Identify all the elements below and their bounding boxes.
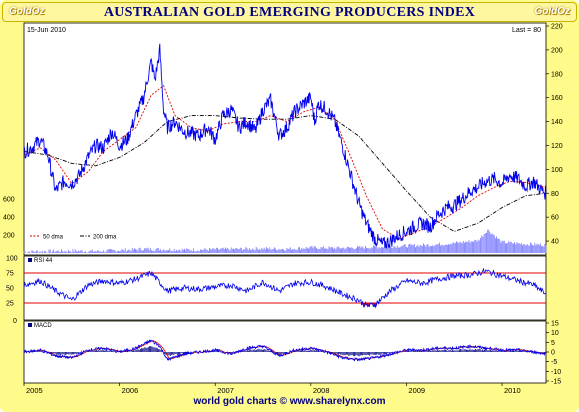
macd-panel (23, 320, 547, 384)
chart-title: AUSTRALIAN GOLD EMERGING PRODUCERS INDEX (103, 5, 476, 20)
x-tick-label: 2009 (408, 386, 425, 395)
macd-y-tick-label: 10 (551, 330, 559, 337)
date-label: 15-Jun 2010 (27, 27, 66, 34)
goldoz-logo-left: GoldOz (9, 6, 45, 17)
rsi-label-marker (28, 258, 32, 262)
price-y-tick-label: 40 (551, 239, 559, 246)
price-y-tick-label: 160 (551, 95, 563, 102)
volume-y-tick-label: 600 (3, 197, 15, 204)
price-y-tick-label: 200 (551, 47, 563, 54)
macd-line (23, 339, 547, 362)
dma50-line (23, 84, 547, 240)
volume-y-tick-label: 200 (3, 233, 15, 240)
macd-y-tick-label: -10 (551, 369, 561, 376)
price-panel (23, 22, 547, 256)
macd-label-marker (28, 323, 32, 327)
macd-y-tick-label: -15 (551, 379, 561, 386)
macd-y-tick-label: 15 (551, 321, 559, 328)
macd-y-tick-label: 0 (551, 350, 555, 357)
price-y-tick-label: 140 (551, 119, 563, 126)
price-line (23, 43, 547, 249)
x-tick-label: 2008 (313, 386, 330, 395)
rsi-y-tick-label: 50 (6, 286, 14, 293)
x-tick-label: 2006 (122, 386, 139, 395)
goldoz-logo-right: GoldOz (534, 6, 570, 17)
macd-lines (23, 339, 547, 362)
volume-y-tick-label: 400 (3, 215, 15, 222)
price-y-tick-label: 80 (551, 191, 559, 198)
rsi-line (23, 267, 547, 309)
price-y-tick-label: 60 (551, 215, 559, 222)
macd-y-tick-label: 5 (551, 340, 555, 347)
last-label: Last = 80 (512, 27, 541, 34)
x-tick-label: 2005 (26, 386, 43, 395)
legend-200dma-label: 200 dma (93, 235, 117, 241)
price-y-tick-label: 220 (551, 24, 563, 31)
title-bar: GoldOz AUSTRALIAN GOLD EMERGING PRODUCER… (2, 2, 577, 22)
rsi-y-tick-zero: 0 (13, 318, 17, 325)
macd-label: MACD (34, 323, 52, 329)
rsi-lines (23, 267, 547, 309)
price-lines (23, 43, 547, 249)
rsi-panel (23, 255, 547, 321)
dma200-line (23, 115, 547, 232)
legend-50dma-label: 50 dma (43, 235, 64, 241)
grid (23, 25, 549, 386)
axis-labels: 4060801001201401601802002202004006002005… (3, 24, 563, 396)
macd-y-tick-label: -5 (551, 359, 557, 366)
rsi-y-tick-label: 25 (6, 301, 14, 308)
legend: 50 dma 200 dma (30, 235, 117, 241)
price-y-tick-label: 180 (551, 71, 563, 78)
price-y-tick-label: 120 (551, 143, 563, 150)
x-tick-label: 2010 (504, 386, 521, 395)
x-tick-label: 2007 (217, 386, 234, 395)
footer-credit: world gold charts © www.sharelynx.com (193, 396, 386, 407)
volume-bars (23, 229, 547, 253)
rsi-y-tick-label: 100 (6, 256, 18, 263)
rsi-label: RSI 44 (34, 258, 53, 264)
price-y-tick-label: 100 (551, 167, 563, 174)
rsi-y-tick-label: 75 (6, 271, 14, 278)
